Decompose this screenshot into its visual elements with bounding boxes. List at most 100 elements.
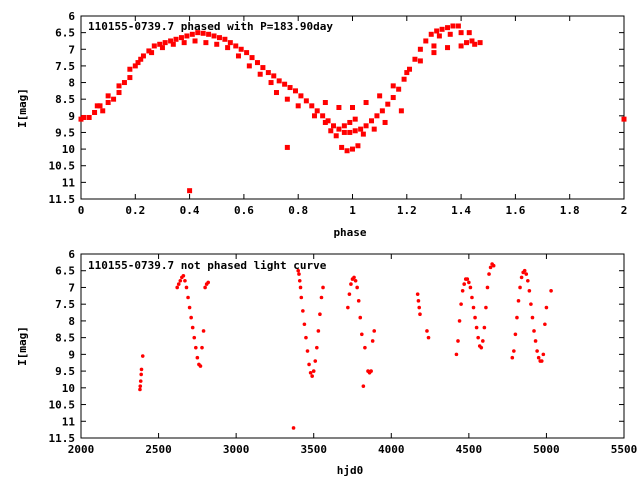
data-point (178, 35, 184, 41)
data-point (377, 93, 383, 99)
data-point (292, 88, 298, 94)
data-point (481, 339, 485, 343)
x-tick-label: 2000 (68, 443, 95, 456)
data-point (447, 31, 453, 37)
data-point (320, 113, 326, 119)
data-point (469, 38, 475, 44)
data-point (344, 148, 350, 154)
data-point (238, 46, 244, 52)
data-point (284, 144, 290, 150)
data-point (454, 352, 459, 357)
data-point (522, 268, 527, 273)
data-point (426, 335, 431, 340)
x-tick-label: 5000 (533, 443, 560, 456)
data-point (235, 53, 241, 59)
data-point (186, 295, 190, 300)
data-point (295, 103, 301, 109)
data-point (310, 374, 314, 378)
data-point (271, 73, 277, 79)
y-ticks: 6 6.5 7 7.5 8 8.5 9 9.5 10 10.5 11 11.5 (49, 248, 624, 445)
data-point (532, 329, 536, 333)
data-point (178, 278, 183, 283)
data-point (363, 345, 367, 350)
data-points (138, 262, 553, 430)
data-point (431, 43, 437, 49)
data-point (225, 45, 231, 51)
data-point (227, 40, 233, 46)
data-point (356, 299, 361, 303)
data-point (233, 43, 239, 49)
data-point (200, 345, 204, 350)
data-point (139, 367, 144, 372)
data-point (466, 30, 472, 36)
data-point (139, 372, 143, 377)
data-point (339, 144, 345, 150)
data-point (363, 100, 369, 106)
data-point (445, 45, 451, 51)
chart-title: 110155-0739.7 not phased light curve (88, 259, 327, 272)
data-point (254, 60, 260, 66)
data-point (276, 78, 282, 84)
data-point (170, 41, 176, 47)
data-point (214, 41, 220, 47)
data-point (307, 362, 311, 367)
data-point (350, 146, 355, 152)
data-point (189, 31, 195, 37)
data-point (127, 75, 133, 81)
data-point (458, 43, 464, 49)
data-point (330, 123, 336, 129)
data-point (510, 355, 515, 360)
data-point (524, 272, 529, 276)
data-point (352, 275, 356, 280)
data-point (116, 83, 122, 89)
data-point (358, 126, 364, 132)
data-point (203, 40, 209, 46)
data-point (318, 312, 322, 317)
data-point (360, 332, 364, 337)
data-point (418, 312, 422, 317)
y-tick-label: 11.5 (49, 193, 76, 206)
data-point (100, 108, 106, 114)
data-point (321, 285, 325, 290)
y-tick-label: 11 (62, 176, 76, 189)
data-point (515, 315, 519, 320)
unphased-chart: 110155-0739.7 not phased light curve I[m… (16, 248, 637, 477)
data-point (361, 384, 366, 388)
data-point (173, 36, 179, 42)
data-point (86, 114, 92, 120)
data-point (353, 278, 358, 283)
x-tick-label: 1.6 (505, 204, 525, 217)
x-tick-label: 1.8 (560, 204, 580, 217)
data-point (297, 272, 301, 276)
data-point (135, 60, 141, 66)
y-tick-label: 8.5 (55, 332, 75, 345)
data-point (347, 129, 353, 135)
data-point (533, 339, 538, 343)
x-tick-label: 0.8 (288, 204, 308, 217)
data-point (194, 345, 198, 350)
data-point (526, 278, 530, 283)
data-point (363, 123, 369, 129)
y-tick-label: 8 (68, 315, 75, 328)
data-point (536, 355, 541, 360)
data-point (541, 352, 546, 357)
data-point (513, 332, 518, 337)
data-point (313, 359, 318, 363)
data-point (374, 113, 380, 119)
data-point (151, 43, 157, 49)
data-point (491, 263, 496, 268)
data-point (298, 93, 304, 99)
x-tick-label: 1.2 (397, 204, 417, 217)
data-point (92, 109, 98, 115)
data-point (184, 33, 190, 39)
data-point (341, 123, 347, 129)
data-point (181, 273, 186, 278)
y-tick-label: 11 (62, 415, 76, 428)
data-point (189, 315, 193, 320)
data-point (222, 36, 228, 42)
data-point (385, 101, 391, 107)
data-point (146, 48, 152, 54)
data-point (311, 113, 317, 119)
data-point (401, 76, 407, 82)
y-tick-label: 6 (68, 248, 75, 261)
